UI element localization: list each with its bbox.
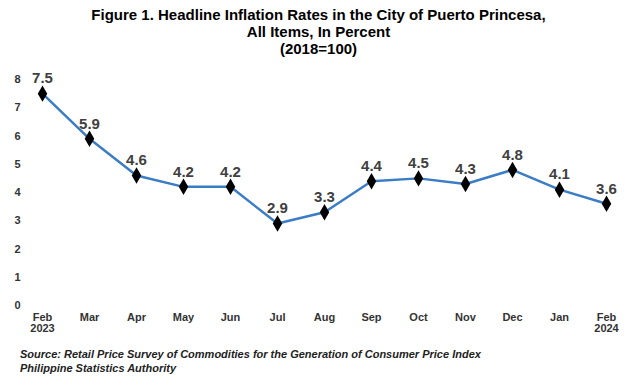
svg-text:Feb2024: Feb2024 xyxy=(594,311,619,334)
svg-text:Apr: Apr xyxy=(127,311,147,323)
svg-text:4.1: 4.1 xyxy=(549,165,570,182)
svg-text:May: May xyxy=(173,311,195,323)
svg-text:Jun: Jun xyxy=(221,311,241,323)
svg-text:Feb2023: Feb2023 xyxy=(30,311,54,334)
svg-text:7: 7 xyxy=(14,101,20,113)
html-text:Figure 1. Headline Inflation R: Figure 1. Headline Inflation Rates in th… xyxy=(91,6,546,57)
svg-text:3: 3 xyxy=(14,214,20,226)
svg-text:Jul: Jul xyxy=(270,311,286,323)
svg-text:3.6: 3.6 xyxy=(596,180,617,197)
svg-text:1: 1 xyxy=(14,271,20,283)
html-text:Source: Retail Price Survey of: Source: Retail Price Survey of Commoditi… xyxy=(20,348,481,374)
svg-text:4.2: 4.2 xyxy=(220,163,241,180)
svg-text:4.4: 4.4 xyxy=(361,157,383,174)
svg-text:Sep: Sep xyxy=(361,311,381,323)
svg-text:7.5: 7.5 xyxy=(32,69,53,86)
svg-text:Jan: Jan xyxy=(550,311,569,323)
svg-text:5: 5 xyxy=(14,158,20,170)
svg-text:4.2: 4.2 xyxy=(173,163,194,180)
svg-text:Mar: Mar xyxy=(80,311,100,323)
svg-text:4.5: 4.5 xyxy=(408,154,429,171)
svg-text:4.3: 4.3 xyxy=(455,160,476,177)
svg-text:8: 8 xyxy=(14,73,20,85)
svg-text:2: 2 xyxy=(14,243,20,255)
svg-text:Oct: Oct xyxy=(409,311,428,323)
svg-text:6: 6 xyxy=(14,130,20,142)
svg-text:Dec: Dec xyxy=(502,311,522,323)
svg-text:0: 0 xyxy=(14,299,20,311)
svg-text:Aug: Aug xyxy=(314,311,335,323)
svg-text:4.8: 4.8 xyxy=(502,146,523,163)
svg-text:3.3: 3.3 xyxy=(314,188,335,205)
svg-text:Nov: Nov xyxy=(455,311,477,323)
svg-text:4: 4 xyxy=(14,186,21,198)
svg-text:4.6: 4.6 xyxy=(126,151,147,168)
svg-text:2.9: 2.9 xyxy=(267,199,288,216)
svg-text:5.9: 5.9 xyxy=(79,115,100,132)
